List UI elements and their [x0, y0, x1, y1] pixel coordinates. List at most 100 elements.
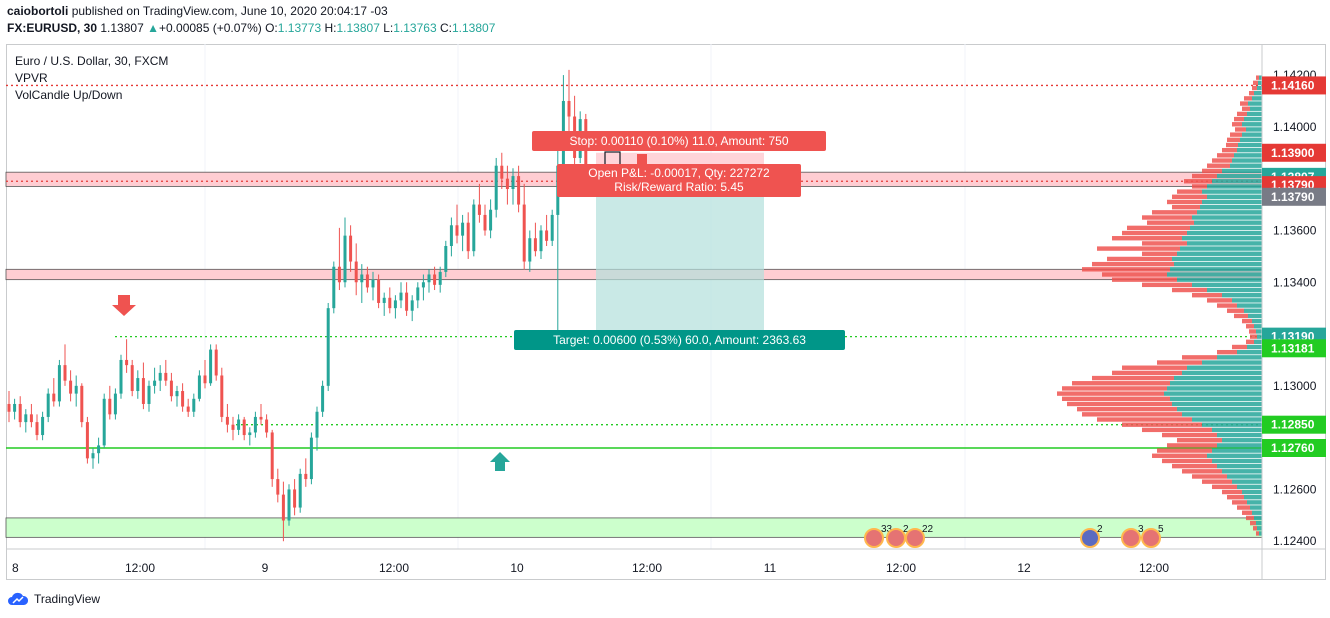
candle-body	[304, 473, 308, 480]
candle-body	[377, 279, 381, 303]
vpvr-down-bar	[1192, 173, 1217, 179]
author-name[interactable]: caiobortoli	[7, 4, 69, 18]
candle	[298, 468, 302, 513]
candle	[13, 398, 17, 420]
vpvr-down-bar	[1232, 500, 1247, 505]
vpvr-up-bar	[1170, 267, 1262, 272]
vpvr-up-bar	[1230, 163, 1262, 168]
candle-body	[186, 406, 190, 412]
vpvr-up-bar	[1202, 360, 1262, 365]
vpvr-down-bar	[1122, 422, 1202, 427]
candle-body	[46, 393, 50, 417]
vpvr-down-bar	[1212, 158, 1232, 163]
vpvr-up-bar	[1167, 272, 1262, 277]
candle	[416, 282, 420, 309]
vpvr-down-bar	[1227, 308, 1244, 313]
vpvr-down-bar	[1167, 199, 1202, 205]
vpvr-up-bar	[1254, 515, 1262, 521]
stop-label-text: Stop: 0.00110 (0.10%) 11.0, Amount: 750	[569, 134, 788, 148]
candle	[377, 274, 381, 309]
target-label-text: Target: 0.00600 (0.53%) 60.0, Amount: 23…	[553, 333, 806, 347]
candle	[169, 372, 173, 402]
vpvr-down-bar	[1253, 526, 1257, 531]
candle-body	[108, 398, 112, 415]
candle-body	[360, 274, 364, 283]
symbol-label: FX:EURUSD, 30	[7, 21, 98, 35]
open-label: O:	[265, 21, 278, 35]
candle	[349, 225, 353, 272]
candle-body	[388, 297, 392, 309]
vpvr-up-bar	[1252, 510, 1262, 515]
chart-frame[interactable]	[6, 44, 1326, 580]
time-tick-label: 11	[764, 561, 777, 575]
candle-body	[41, 416, 45, 436]
price-label-badge	[1262, 143, 1326, 162]
price-label-text: 1.12760	[1271, 441, 1315, 455]
vpvr-down-bar	[1142, 251, 1177, 256]
vpvr-down-bar	[1182, 355, 1217, 360]
candle	[528, 230, 532, 272]
candle-body	[192, 398, 196, 412]
candle	[561, 75, 565, 171]
candle-body	[489, 209, 493, 231]
candle-body	[270, 432, 274, 480]
candle-body	[533, 238, 537, 252]
vpvr-up-bar	[1250, 505, 1262, 510]
candle	[315, 406, 319, 451]
tradingview-logo[interactable]: TradingView	[8, 592, 100, 606]
vpvr-up-bar	[1217, 443, 1262, 448]
vpvr-up-bar	[1240, 137, 1262, 143]
published-text: published on TradingView.com, June 10, 2…	[71, 4, 388, 18]
candle-body	[382, 297, 386, 303]
take-profit-zone	[596, 181, 764, 337]
tradingview-cloud-icon	[8, 592, 28, 605]
vpvr-up-bar	[1237, 147, 1262, 153]
price-label-badge	[1262, 76, 1326, 95]
sell-arrow-icon	[112, 295, 136, 316]
vpvr-down-bar	[1242, 510, 1252, 515]
candle-body	[242, 419, 246, 436]
vpvr-down-bar	[1162, 432, 1217, 438]
candle-body	[80, 385, 84, 423]
vpvr-up-bar	[1248, 313, 1262, 319]
vpvr-down-bar	[1172, 463, 1217, 469]
vpvr-up-bar	[1200, 204, 1262, 210]
price-tick-label: 1.12400	[1273, 534, 1317, 548]
candle	[293, 479, 297, 516]
vpvr-down-bar	[1226, 142, 1238, 148]
event-flag-icon	[1121, 528, 1141, 548]
candle-body	[63, 365, 67, 381]
vpvr-down-bar	[1184, 179, 1212, 184]
candle-body	[153, 380, 157, 386]
candle-body	[332, 266, 336, 309]
candle	[158, 365, 162, 392]
candle-body	[214, 349, 218, 376]
candle-body	[343, 235, 347, 283]
ohlc-header: FX:EURUSD, 30 1.13807 ▲+0.00085 (+0.07%)…	[7, 21, 495, 35]
candle-body	[225, 416, 229, 425]
candle	[371, 271, 375, 301]
candle	[477, 183, 481, 223]
candle	[209, 344, 213, 386]
pnl-text: Open P&L: -0.00017, Qty: 227272	[588, 166, 770, 180]
candle	[220, 367, 224, 423]
candle	[231, 416, 235, 441]
candle	[203, 359, 207, 389]
vpvr-up-bar	[1212, 458, 1262, 464]
vpvr-down-bar	[1092, 261, 1174, 267]
candle	[472, 199, 476, 257]
candle	[7, 391, 11, 423]
candle-body	[57, 365, 61, 402]
vpvr-up-bar	[1232, 479, 1262, 484]
candle	[141, 362, 145, 410]
vpvr-down-bar	[1212, 484, 1237, 490]
vpvr-down-bar	[1157, 448, 1212, 453]
vpvr-down-bar	[1237, 505, 1250, 510]
candle	[248, 427, 252, 446]
indicator-vpvr[interactable]: VPVR	[15, 71, 48, 85]
candle	[186, 398, 190, 417]
instrument-title[interactable]: Euro / U.S. Dollar, 30, FXCM	[15, 54, 169, 68]
candle-body	[13, 403, 17, 412]
indicator-volcandle[interactable]: VolCandle Up/Down	[15, 88, 123, 102]
